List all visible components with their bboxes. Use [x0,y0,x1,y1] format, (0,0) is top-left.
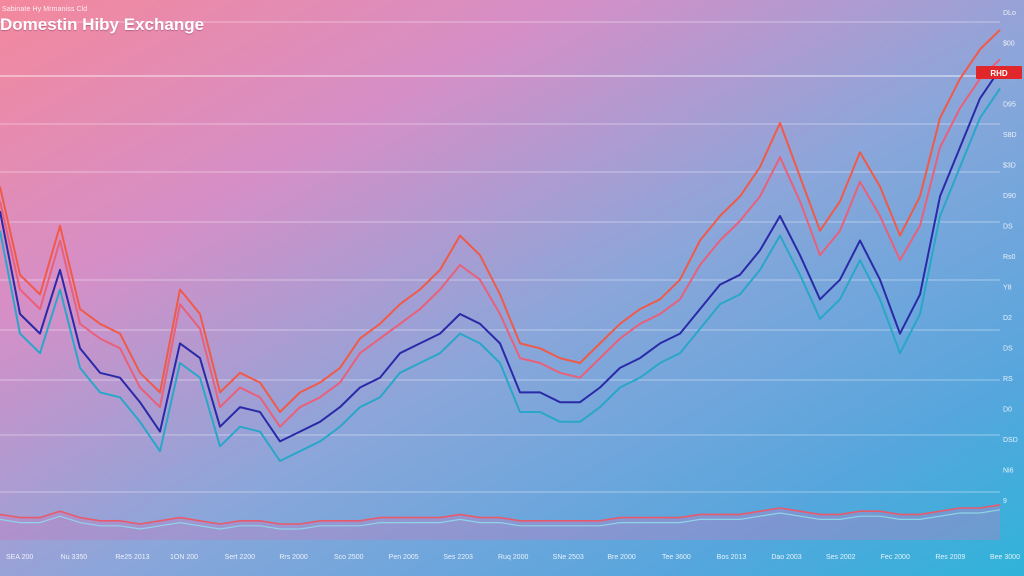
series-line [0,88,1001,462]
x-tick-label: 1ON 200 [170,554,198,561]
price-tag-box [976,66,1022,79]
y-tick-label: D2 [1003,315,1012,322]
y-tick-label: $00 [1003,41,1015,48]
y-tick-label: DS [1003,224,1013,231]
y-tick-label: 9 [1003,498,1007,505]
y-tick-label: DSD [1003,437,1018,444]
y-tick-label: RS [1003,376,1013,383]
y-tick-label: DS [1003,346,1013,353]
y-tick-label: DLo [1003,10,1016,17]
y-tick-label: D95 [1003,102,1016,109]
series-lines [0,29,1001,462]
x-tick-label: Pen 2005 [389,554,419,561]
y-tick-label: D90 [1003,193,1016,200]
x-tick-label: Dao 2003 [771,554,801,561]
x-tick-label: Bee 3000 [990,554,1020,561]
series-line [0,68,1001,443]
x-tick-label: Rrs 2000 [279,554,308,561]
volume-line [0,504,1001,525]
x-tick-label: Tee 3600 [662,554,691,561]
y-tick-label: Y8 [1003,285,1012,292]
gridlines [0,21,1000,493]
price-tag-group: RHD [976,66,1022,79]
x-tick-label: Re25 2013 [115,554,149,561]
x-tick-label: SEA 200 [6,554,33,561]
series-line [0,58,1001,428]
y-tick-label: D0 [1003,407,1012,414]
chart-subtitle: Sabinate Hy Mrmaniss Cld [2,6,88,13]
volume-line-secondary [0,509,1001,530]
chart-title: Domestin Hiby Exchange [0,15,205,34]
y-tick-label: Ni6 [1003,468,1014,475]
x-tick-label: Bos 2013 [717,554,747,561]
x-tick-label: Ruq 2000 [498,554,528,561]
x-tick-label: Sert 2200 [225,554,255,561]
x-tick-label: SNe 2503 [553,554,584,561]
x-tick-label: Bre 2000 [607,554,636,561]
x-tick-label: Ses 2002 [826,554,856,561]
series-line [0,29,1001,413]
x-axis-labels: SEA 200 Nu 3350 Re25 2013 1ON 200 Sert 2200 R… [6,554,1020,561]
price-tag-label: RHD [990,69,1008,78]
volume-band [0,504,1001,540]
x-tick-label: Fec 2000 [881,554,910,561]
title-block: Sabinate Hy Mrmaniss Cld Domestin Hiby E… [0,6,330,42]
x-tick-label: Nu 3350 [61,554,88,561]
x-tick-label: Sco 2500 [334,554,364,561]
y-tick-label: $3D [1003,163,1016,170]
x-tick-label: Res 2009 [935,554,965,561]
x-tick-label: Ses 2203 [443,554,473,561]
y-tick-label: Rs0 [1003,254,1016,261]
y-tick-label: S8D [1003,132,1017,139]
